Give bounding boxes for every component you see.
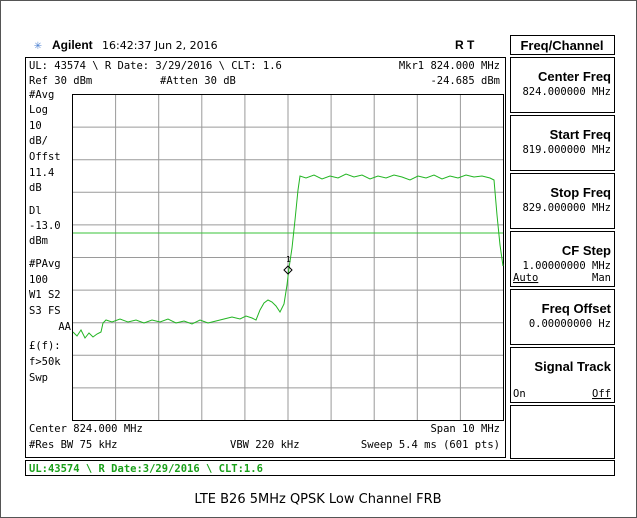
left-label: Swp <box>29 372 48 384</box>
left-label: S3 FS <box>29 305 61 317</box>
logo: ✳ <box>34 38 42 53</box>
left-labels: #Avg Log 10 dB/Offst 11.4 dB Dl -13.0 dBm #PAvg 10… <box>29 89 72 384</box>
left-label: dBm <box>29 235 48 247</box>
softkey-label: Freq Offset <box>542 301 612 316</box>
softkey-value: 829.000000 MHz <box>522 202 611 214</box>
time: 16:42:37 Jun 2, 2016 <box>102 39 218 52</box>
marker-label: 1 <box>286 255 291 264</box>
left-label: £(f): <box>29 340 61 352</box>
left-label: 10 <box>29 120 42 132</box>
softkey <box>510 405 615 459</box>
marker-level: -24.685 dBm <box>430 75 500 87</box>
left-label: #Avg <box>29 89 54 101</box>
softkey-option: On <box>513 388 526 400</box>
status-bar <box>25 460 615 476</box>
softkey <box>510 57 615 113</box>
softkey-label: Signal Track <box>534 359 611 374</box>
softkey-label: Start Freq <box>550 127 611 142</box>
softkey-option: Auto <box>513 272 538 284</box>
softkey-label: Stop Freq <box>550 185 611 200</box>
softkey <box>510 115 615 171</box>
grid <box>73 95 503 420</box>
softkey-label: CF Step <box>562 243 611 258</box>
display-border <box>25 57 506 458</box>
softkey <box>510 347 615 403</box>
softkey <box>510 289 615 345</box>
left-label: Dl <box>29 205 42 217</box>
left-label: #PAvg <box>29 258 61 270</box>
softkey-option: Off <box>592 388 611 400</box>
center: Center 824.000 MHz <box>29 423 143 435</box>
softkeys: Center Freq 824.000000 MHz Start Freq 819.0… <box>510 57 615 459</box>
ref-level: Ref 30 dBm <box>29 75 92 87</box>
softkey <box>510 231 615 287</box>
left-label: 11.4 <box>29 167 54 179</box>
menu-title-box <box>510 35 615 55</box>
left-label: 100 <box>29 274 48 286</box>
softkey-option: Man <box>592 272 611 284</box>
softkey <box>510 173 615 229</box>
left-label: dB/ <box>29 135 48 147</box>
left-label: Log <box>29 104 48 116</box>
marker-readout: Mkr1 824.000 MHz <box>399 60 500 72</box>
left-label: Offst <box>29 151 61 163</box>
trace <box>72 173 504 339</box>
graticule <box>72 94 504 421</box>
brand: Agilent <box>52 38 93 52</box>
flags: R T <box>455 38 475 52</box>
rbw: #Res BW 75 kHz <box>29 439 118 451</box>
softkey-value: 1.00000000 MHz <box>522 260 611 272</box>
status: UL:43574 \ R Date:3/29/2016 \ CLT:1.6 <box>29 463 263 475</box>
softkey-value: 819.000000 MHz <box>522 144 611 156</box>
left-label: -13.0 <box>29 220 61 232</box>
sweep: Sweep 5.4 ms (601 pts) <box>361 439 500 451</box>
softkey-label: Center Freq <box>538 69 611 84</box>
left-label: f>50k <box>29 356 61 368</box>
span: Span 10 MHz <box>430 423 500 435</box>
softkey-value: 0.00000000 Hz <box>529 318 611 330</box>
atten: #Atten 30 dB <box>160 75 236 87</box>
softkey-value: 824.000000 MHz <box>522 86 611 98</box>
caption: LTE B26 5MHz QPSK Low Channel FRB <box>194 492 441 507</box>
marker <box>283 265 293 275</box>
left-label: AA <box>58 321 71 333</box>
left-label: W1 S2 <box>29 289 61 301</box>
left-label: dB <box>29 182 42 194</box>
vbw: VBW 220 kHz <box>230 439 300 451</box>
menu-title: Freq/Channel <box>520 38 603 53</box>
info-line: UL: 43574 \ R Date: 3/29/2016 \ CLT: 1.6 <box>29 60 282 72</box>
